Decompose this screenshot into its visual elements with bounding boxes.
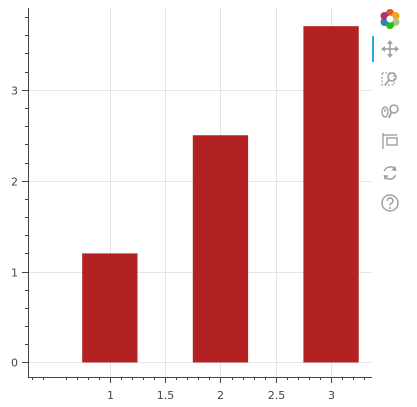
reset-tool-button[interactable] [376, 160, 404, 186]
active-tool-indicator [372, 36, 374, 62]
save-tool-button[interactable] [376, 128, 404, 154]
reset-tool-icon [383, 166, 397, 180]
x-tick-label: 3 [328, 389, 335, 402]
x-tick-label: 2.5 [268, 389, 286, 402]
help-tool-button[interactable] [376, 190, 404, 216]
save-tool-icon [382, 133, 398, 149]
x-tick-label: 1.5 [157, 389, 175, 402]
bar [303, 26, 359, 363]
y-tick-label: 3 [11, 85, 18, 98]
bokeh-logo[interactable] [376, 6, 404, 32]
axes: 0 1 2 3 1 1.5 2 2.5 3 [11, 8, 372, 402]
wheel-zoom-tool-icon [381, 104, 399, 119]
y-tick-label: 1 [11, 267, 18, 280]
bokeh-logo-icon [380, 9, 400, 29]
box-zoom-tool-button[interactable] [376, 66, 404, 92]
help-tool-icon [381, 194, 399, 212]
bars [82, 26, 359, 363]
x-tick-label: 1 [107, 389, 114, 402]
y-tick-label: 2 [11, 176, 18, 189]
wheel-zoom-tool-button[interactable] [376, 98, 404, 124]
bar [192, 135, 249, 363]
y-tick-label: 0 [11, 357, 18, 370]
x-tick-label: 2 [217, 389, 224, 402]
box-zoom-tool-icon [381, 72, 397, 86]
bar-chart: 0 1 2 3 1 1.5 2 2.5 3 [11, 8, 372, 402]
bar [82, 253, 138, 363]
pan-tool-icon [381, 40, 399, 58]
pan-tool-button[interactable] [376, 36, 404, 62]
toolbar [372, 4, 412, 224]
